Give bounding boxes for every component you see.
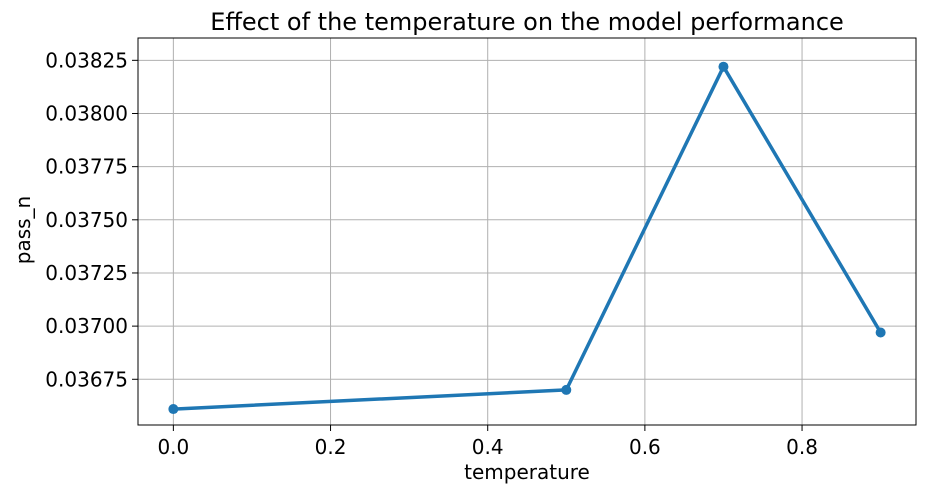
data-point <box>561 384 572 395</box>
y-axis-label: pass_n <box>11 196 35 264</box>
x-tick-label: 0.2 <box>315 435 347 459</box>
series-layer <box>168 61 886 415</box>
x-axis-ticks: 0.0 0.2 0.4 0.6 0.8 <box>157 425 818 459</box>
x-tick-label: 0.4 <box>472 435 504 459</box>
grid-lines <box>138 38 916 425</box>
data-point <box>875 327 886 338</box>
y-tick-label: 0.03775 <box>45 155 128 179</box>
plot-frame <box>137 37 917 426</box>
series-line <box>171 64 883 411</box>
y-tick-label: 0.03700 <box>45 314 128 338</box>
y-tick-label: 0.03825 <box>45 48 128 72</box>
x-tick-label: 0.8 <box>786 435 818 459</box>
x-axis-label: temperature <box>464 460 590 484</box>
y-tick-label: 0.03750 <box>45 208 128 232</box>
y-tick-label: 0.03725 <box>45 261 128 285</box>
data-point <box>168 404 179 415</box>
y-tick-label: 0.03675 <box>45 367 128 391</box>
chart-title: Effect of the temperature on the model p… <box>210 8 844 36</box>
y-tick-label: 0.03800 <box>45 101 128 125</box>
data-point <box>718 61 729 72</box>
x-tick-label: 0.6 <box>629 435 661 459</box>
x-tick-label: 0.0 <box>157 435 189 459</box>
y-axis-ticks: 0.03675 0.03700 0.03725 0.03750 0.03775 0.038… <box>45 48 138 391</box>
